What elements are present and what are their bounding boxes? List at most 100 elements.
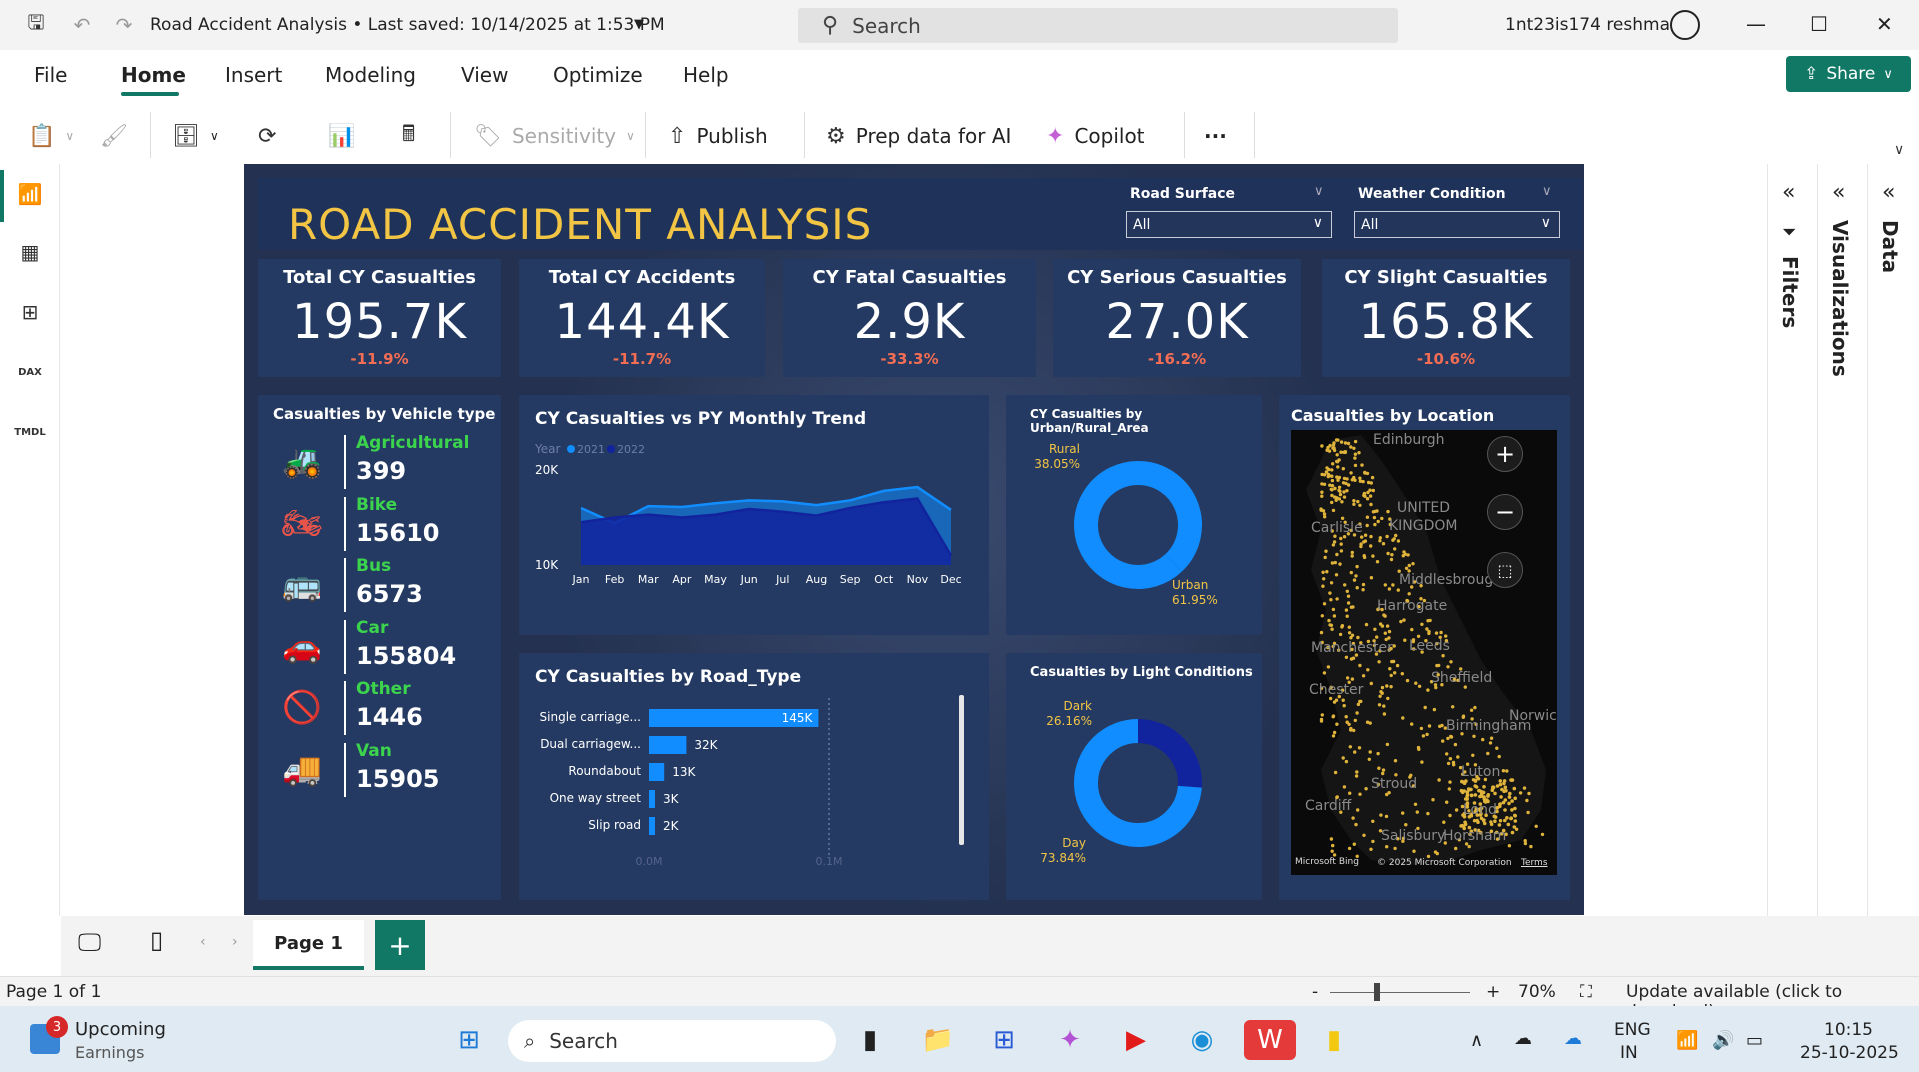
map-point[interactable] <box>1463 685 1467 689</box>
map-point[interactable] <box>1361 674 1366 678</box>
map-point[interactable] <box>1353 456 1357 460</box>
map-point[interactable] <box>1336 478 1340 482</box>
map-point[interactable] <box>1357 451 1361 455</box>
map-point[interactable] <box>1369 544 1373 548</box>
menu-help[interactable]: Help <box>683 63 729 87</box>
map-point[interactable] <box>1403 552 1407 556</box>
map-point[interactable] <box>1445 800 1449 804</box>
map-point[interactable] <box>1397 569 1401 573</box>
map-point[interactable] <box>1330 474 1334 478</box>
map-point[interactable] <box>1338 492 1343 497</box>
map-point[interactable] <box>1337 648 1341 652</box>
legend-label[interactable]: 2021 <box>577 443 605 456</box>
map-point[interactable] <box>1464 842 1469 846</box>
map-point[interactable] <box>1503 808 1507 812</box>
user-name[interactable]: 1nt23is174 reshma <box>1505 15 1671 35</box>
map-point[interactable] <box>1383 631 1387 635</box>
map-point[interactable] <box>1363 539 1368 543</box>
map-point[interactable] <box>1320 444 1324 448</box>
map-point[interactable] <box>1495 809 1499 814</box>
map-point[interactable] <box>1486 751 1490 756</box>
copilot-button[interactable]: ✦ Copilot <box>1046 118 1145 154</box>
map-point[interactable] <box>1419 584 1423 588</box>
prev-page-icon[interactable]: ‹ <box>200 934 206 950</box>
map-point[interactable] <box>1339 450 1343 454</box>
map-point[interactable] <box>1505 769 1509 773</box>
map-point[interactable] <box>1417 684 1422 688</box>
map-point[interactable] <box>1342 495 1347 499</box>
model-view-icon[interactable]: ⊞ <box>21 300 39 324</box>
map-point[interactable] <box>1376 782 1381 787</box>
map-point[interactable] <box>1435 641 1439 646</box>
map-point[interactable] <box>1378 649 1382 653</box>
menu-view[interactable]: View <box>461 63 509 87</box>
visualizations-pane[interactable]: « Visualizations <box>1817 164 1867 916</box>
kpi-card[interactable]: CY Serious Casualties 27.0K -16.2% <box>1053 259 1301 377</box>
map-point[interactable] <box>1479 792 1484 796</box>
map-point[interactable] <box>1379 813 1383 817</box>
map-point[interactable] <box>1407 592 1411 596</box>
map-point[interactable] <box>1382 704 1386 708</box>
map-point[interactable] <box>1342 785 1347 789</box>
map-point[interactable] <box>1388 517 1392 521</box>
map-point[interactable] <box>1363 470 1367 475</box>
map-point[interactable] <box>1507 844 1512 848</box>
map-point[interactable] <box>1393 671 1397 675</box>
map-point[interactable] <box>1355 564 1359 569</box>
refresh-button[interactable]: ⟳ <box>258 118 276 154</box>
map-point[interactable] <box>1337 488 1341 493</box>
map-point[interactable] <box>1404 566 1409 570</box>
map-point[interactable] <box>1523 839 1527 843</box>
kpi-card[interactable]: Total CY Accidents 144.4K -11.7% <box>519 259 765 377</box>
vehicle-row[interactable]: 🚌 Bus 6573 <box>258 552 501 614</box>
map-point[interactable] <box>1460 779 1464 784</box>
task-view-icon[interactable]: ▮ <box>862 1025 878 1055</box>
map-point[interactable] <box>1322 602 1327 606</box>
vehicle-row[interactable]: 🚗 Car 155804 <box>258 614 501 676</box>
map-point[interactable] <box>1462 826 1466 831</box>
map-point[interactable] <box>1482 785 1486 789</box>
map-point[interactable] <box>1434 631 1439 635</box>
map-point[interactable] <box>1505 816 1509 820</box>
map-point[interactable] <box>1345 489 1349 493</box>
vehicle-row[interactable]: 🚫 Other 1446 <box>258 675 501 737</box>
map-point[interactable] <box>1348 791 1352 795</box>
map-point[interactable] <box>1495 746 1499 750</box>
map-point[interactable] <box>1354 822 1358 827</box>
map-point[interactable] <box>1355 854 1359 858</box>
map-point[interactable] <box>1473 705 1477 710</box>
map-point[interactable] <box>1380 685 1385 690</box>
map-point[interactable] <box>1473 828 1477 832</box>
format-painter-button[interactable]: 🖌 <box>100 118 128 154</box>
map-point[interactable] <box>1341 698 1345 702</box>
map-point[interactable] <box>1411 562 1415 566</box>
close-icon[interactable]: ✕ <box>1876 12 1893 36</box>
map-point[interactable] <box>1387 791 1391 795</box>
map-point[interactable] <box>1363 533 1368 537</box>
map-point[interactable] <box>1322 482 1327 486</box>
map-point[interactable] <box>1525 798 1529 803</box>
get-data-button[interactable]: 🗄 ∨ <box>172 118 219 154</box>
map-point[interactable] <box>1359 699 1363 704</box>
map-point[interactable] <box>1396 588 1400 592</box>
map-point[interactable] <box>1331 607 1336 612</box>
map-point[interactable] <box>1438 635 1442 639</box>
map-point[interactable] <box>1498 819 1503 823</box>
map-point[interactable] <box>1396 837 1400 841</box>
map-point[interactable] <box>1526 810 1530 815</box>
minimize-icon[interactable]: — <box>1746 12 1766 36</box>
map-point[interactable] <box>1513 813 1517 818</box>
map-point[interactable] <box>1334 573 1339 577</box>
map-point[interactable] <box>1384 637 1388 642</box>
map-point[interactable] <box>1352 842 1356 846</box>
clock-time[interactable]: 10:15 <box>1824 1020 1873 1040</box>
map-point[interactable] <box>1447 787 1451 791</box>
map-point[interactable] <box>1330 561 1335 565</box>
new-visual-button[interactable]: 📊 <box>328 118 355 154</box>
table-view-icon[interactable]: ▦ <box>20 240 40 264</box>
map-point[interactable] <box>1440 723 1444 728</box>
map-point[interactable] <box>1427 631 1431 636</box>
map-point[interactable] <box>1332 540 1337 544</box>
map-point[interactable] <box>1456 678 1460 682</box>
map-point[interactable] <box>1361 588 1365 592</box>
